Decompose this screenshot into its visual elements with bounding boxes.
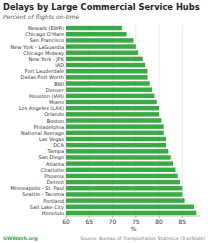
bar xyxy=(66,69,147,73)
category-label: Detroit xyxy=(47,179,64,185)
tick-label: 65 xyxy=(85,218,93,225)
x-axis: 60 65 70 75 80 85 xyxy=(62,25,186,225)
bar xyxy=(66,131,164,135)
bar xyxy=(66,143,166,147)
category-label: New York - LaGuardia xyxy=(11,44,64,50)
category-label: Atlanta xyxy=(46,161,64,167)
bar xyxy=(66,26,122,30)
bar xyxy=(66,63,145,67)
chart: Delays by Large Commercial Service HubsP… xyxy=(0,0,208,243)
category-label: Boston xyxy=(47,118,64,124)
bar xyxy=(66,205,194,209)
bar xyxy=(66,57,143,61)
bar xyxy=(66,155,171,159)
category-label: DCA xyxy=(53,142,64,148)
bar xyxy=(66,198,185,202)
bar xyxy=(66,81,150,85)
bars xyxy=(66,26,196,215)
bar xyxy=(66,168,175,172)
category-label: Denver xyxy=(46,87,65,93)
category-label: Phoenix xyxy=(44,173,64,179)
category-label: New York - JFK xyxy=(28,56,64,62)
category-label: Portland xyxy=(43,198,64,204)
bar xyxy=(66,180,180,184)
title: Delays by Large Commercial Service Hubs xyxy=(3,2,200,12)
bar xyxy=(66,44,136,48)
tick-label: 85 xyxy=(179,218,187,225)
tick-label: 80 xyxy=(155,218,163,225)
tick-label: 70 xyxy=(109,218,117,225)
category-label: Honolulu xyxy=(42,210,64,216)
footer-left: GWWash.org xyxy=(3,236,38,242)
bar xyxy=(66,32,127,36)
category-label: Seattle - Tacoma xyxy=(22,191,64,197)
category-label: Orlando xyxy=(44,111,64,117)
category-label: Miami xyxy=(49,99,64,105)
subtitle: Percent of flights on-time xyxy=(3,13,80,21)
bar xyxy=(66,112,159,116)
bar xyxy=(66,38,134,42)
footer-right: Source: Bureau of Transportation Statist… xyxy=(80,236,205,241)
bar xyxy=(66,75,147,79)
bar xyxy=(66,87,152,91)
bar xyxy=(66,192,182,196)
bar xyxy=(66,161,173,165)
x-axis-label: % xyxy=(131,225,137,232)
axis-line xyxy=(66,216,201,217)
category-label: Houston (IAH) xyxy=(29,93,64,99)
bar xyxy=(66,118,161,122)
bar xyxy=(66,174,178,178)
bar xyxy=(66,211,196,215)
bar xyxy=(66,124,164,128)
tick-label: 60 xyxy=(62,218,70,225)
bar xyxy=(66,106,159,110)
category-label: Charlotte xyxy=(41,167,64,173)
bar xyxy=(66,149,168,153)
bar xyxy=(66,51,138,55)
tick-label: 75 xyxy=(132,218,140,225)
category-label: Fort Lauderdale xyxy=(25,68,64,74)
bar xyxy=(66,100,157,104)
category-label: Newark (EWR) xyxy=(28,25,64,31)
category-label: BWI xyxy=(54,81,64,87)
bar xyxy=(66,186,182,190)
bar xyxy=(66,94,154,98)
category-label: Dallas-Fort Worth xyxy=(21,74,64,80)
bar xyxy=(66,137,166,141)
category-label: IAD xyxy=(55,62,64,68)
category-label: San Francisco xyxy=(30,37,64,43)
y-axis: Newark (EWR)Chicago O'HareSan FranciscoN… xyxy=(10,25,64,216)
